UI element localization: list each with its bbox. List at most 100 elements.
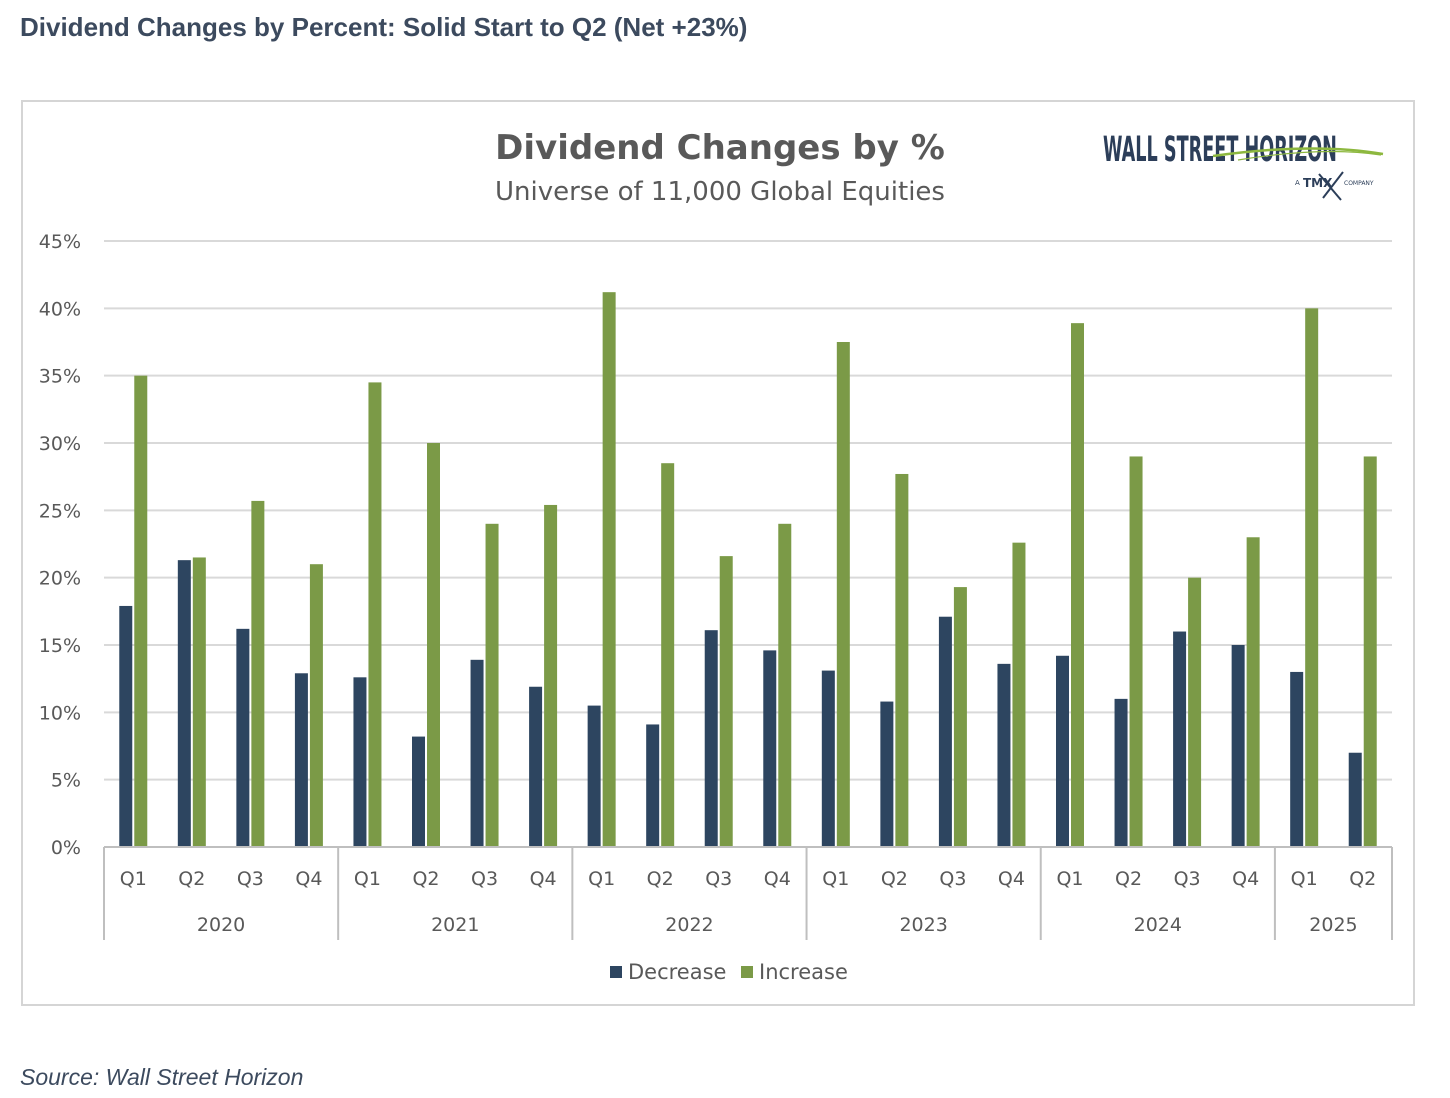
logo-wordmark: WALL STREET HORIZON xyxy=(1103,130,1337,170)
x-tick-label-quarter: Q1 xyxy=(354,868,381,890)
x-tick-label-quarter: Q3 xyxy=(471,868,498,890)
bar-increase-2020-Q3 xyxy=(251,500,265,847)
logo-swoosh xyxy=(1212,147,1384,158)
bar-decrease-2020-Q3 xyxy=(236,628,250,847)
bar-increase-2023-Q2 xyxy=(895,473,909,847)
page-heading: Dividend Changes by Percent: Solid Start… xyxy=(20,12,748,42)
bar-increase-2021-Q4 xyxy=(544,504,558,847)
bars xyxy=(119,292,1377,847)
y-tick-label: 10% xyxy=(39,702,81,724)
x-tick-label-quarter: Q1 xyxy=(1056,868,1083,890)
bar-decrease-2023-Q2 xyxy=(880,701,894,847)
bar-decrease-2020-Q4 xyxy=(294,673,308,847)
x-tick-label-quarter: Q1 xyxy=(822,868,849,890)
y-tick-label: 0% xyxy=(51,837,81,859)
bar-decrease-2024-Q2 xyxy=(1114,698,1128,847)
bar-increase-2023-Q4 xyxy=(1012,542,1026,847)
chart-subtitle: Universe of 11,000 Global Equities xyxy=(495,177,945,207)
x-tick-label-quarter: Q4 xyxy=(530,868,557,890)
x-tick-label-quarter: Q2 xyxy=(881,868,908,890)
bar-increase-2022-Q1 xyxy=(602,292,616,847)
y-tick-label: 40% xyxy=(39,298,81,320)
dividend-changes-chart: 0% 5% 10% 15% 20% 25% 30% 35% 40% 45% Q1 Q2 Q3 Q4 202… xyxy=(39,128,1393,984)
x-tick-label-year: 2025 xyxy=(1309,914,1357,936)
x-tick-label-year: 2020 xyxy=(197,914,245,936)
bar-decrease-2024-Q1 xyxy=(1056,655,1069,847)
bar-decrease-2023-Q3 xyxy=(938,616,952,847)
bar-increase-2023-Q1 xyxy=(836,342,850,847)
y-tick-label: 5% xyxy=(51,770,81,792)
bar-increase-2021-Q1 xyxy=(368,382,382,847)
bar-increase-2024-Q1 xyxy=(1071,323,1084,847)
logo-swoosh-tail xyxy=(1237,150,1382,161)
bar-decrease-2025-Q1 xyxy=(1290,671,1304,847)
chart-frame: 0% 5% 10% 15% 20% 25% 30% 35% 40% 45% Q1 Q2 Q3 Q4 202… xyxy=(21,100,1415,1006)
x-tick-label-quarter: Q3 xyxy=(1174,868,1201,890)
x-tick-label-quarter: Q4 xyxy=(998,868,1025,890)
bar-increase-2025-Q2 xyxy=(1363,456,1377,847)
bar-decrease-2025-Q2 xyxy=(1348,752,1362,847)
bar-increase-2025-Q1 xyxy=(1305,308,1319,847)
x-tick-label-quarter: Q1 xyxy=(120,868,147,890)
bar-increase-2022-Q2 xyxy=(661,463,675,847)
logo-tagline-suffix: COMPANY xyxy=(1344,180,1374,187)
legend-label-increase: Increase xyxy=(759,960,848,984)
bar-decrease-2021-Q1 xyxy=(353,677,367,847)
bar-decrease-2021-Q3 xyxy=(470,659,484,847)
x-tick-label-quarter: Q2 xyxy=(178,868,205,890)
bar-increase-2024-Q3 xyxy=(1188,577,1202,847)
x-tick-label-quarter: Q1 xyxy=(588,868,615,890)
x-tick-label-quarter: Q2 xyxy=(412,868,439,890)
legend-label-decrease: Decrease xyxy=(628,960,726,984)
legend: Decrease Increase xyxy=(610,960,848,984)
y-tick-label: 25% xyxy=(39,500,81,522)
x-tick-label-year: 2022 xyxy=(665,914,713,936)
y-tick-label: 15% xyxy=(39,635,81,657)
wall-street-horizon-logo: WALL STREET HORIZON A TMX COMPANY xyxy=(1103,130,1384,201)
bar-increase-2022-Q3 xyxy=(719,556,733,847)
source-note: Source: Wall Street Horizon xyxy=(20,1064,304,1090)
x-tick-label-year: 2023 xyxy=(899,914,947,936)
x-tick-label-quarter: Q4 xyxy=(764,868,791,890)
logo-tagline-prefix: A xyxy=(1295,179,1300,187)
bar-decrease-2023-Q1 xyxy=(821,670,835,847)
x-axis: Q1 Q2 Q3 Q4 2020 Q1 Q2 Q3 Q4 2021 Q1 Q2 Q3 Q4 2022 Q1 Q2… xyxy=(103,846,1393,940)
bar-decrease-2024-Q3 xyxy=(1173,631,1187,847)
bar-decrease-2020-Q2 xyxy=(177,560,191,847)
x-tick-label-quarter: Q2 xyxy=(647,868,674,890)
bar-decrease-2022-Q1 xyxy=(587,705,601,847)
x-tick-label-year: 2021 xyxy=(431,914,479,936)
x-tick-label-quarter: Q4 xyxy=(295,868,322,890)
y-tick-label: 45% xyxy=(39,231,81,253)
bar-increase-2021-Q3 xyxy=(485,523,499,847)
x-tick-label-quarter: Q3 xyxy=(705,868,732,890)
x-tick-label-quarter: Q4 xyxy=(1232,868,1259,890)
x-tick-label-quarter: Q2 xyxy=(1115,868,1142,890)
x-tick-label-quarter: Q3 xyxy=(939,868,966,890)
y-tick-label: 35% xyxy=(39,366,81,388)
chart-title: Dividend Changes by % xyxy=(495,128,945,168)
bar-decrease-2023-Q4 xyxy=(997,663,1011,847)
legend-swatch-increase xyxy=(741,966,753,978)
x-tick-label-year: 2024 xyxy=(1134,914,1182,936)
y-tick-label: 20% xyxy=(39,568,81,590)
logo-x-mark-icon xyxy=(1318,171,1344,201)
bar-decrease-2022-Q4 xyxy=(763,650,777,847)
logo-tagline-brand: TMX xyxy=(1303,176,1333,190)
x-tick-label-quarter: Q1 xyxy=(1291,868,1318,890)
bar-increase-2022-Q4 xyxy=(778,523,792,847)
bar-increase-2020-Q2 xyxy=(192,557,206,847)
bar-decrease-2021-Q4 xyxy=(529,686,543,847)
bar-increase-2020-Q1 xyxy=(134,375,148,847)
bar-decrease-2024-Q4 xyxy=(1231,645,1245,847)
bar-increase-2020-Q4 xyxy=(309,564,323,847)
x-tick-label-quarter: Q2 xyxy=(1349,868,1376,890)
bar-decrease-2021-Q2 xyxy=(412,736,425,847)
bar-decrease-2020-Q1 xyxy=(119,605,133,847)
bar-decrease-2022-Q2 xyxy=(646,724,660,847)
legend-swatch-decrease xyxy=(610,966,622,978)
x-tick-label-quarter: Q3 xyxy=(237,868,264,890)
bar-increase-2021-Q2 xyxy=(427,443,440,847)
bar-increase-2023-Q3 xyxy=(953,587,967,847)
bar-increase-2024-Q2 xyxy=(1129,456,1143,847)
